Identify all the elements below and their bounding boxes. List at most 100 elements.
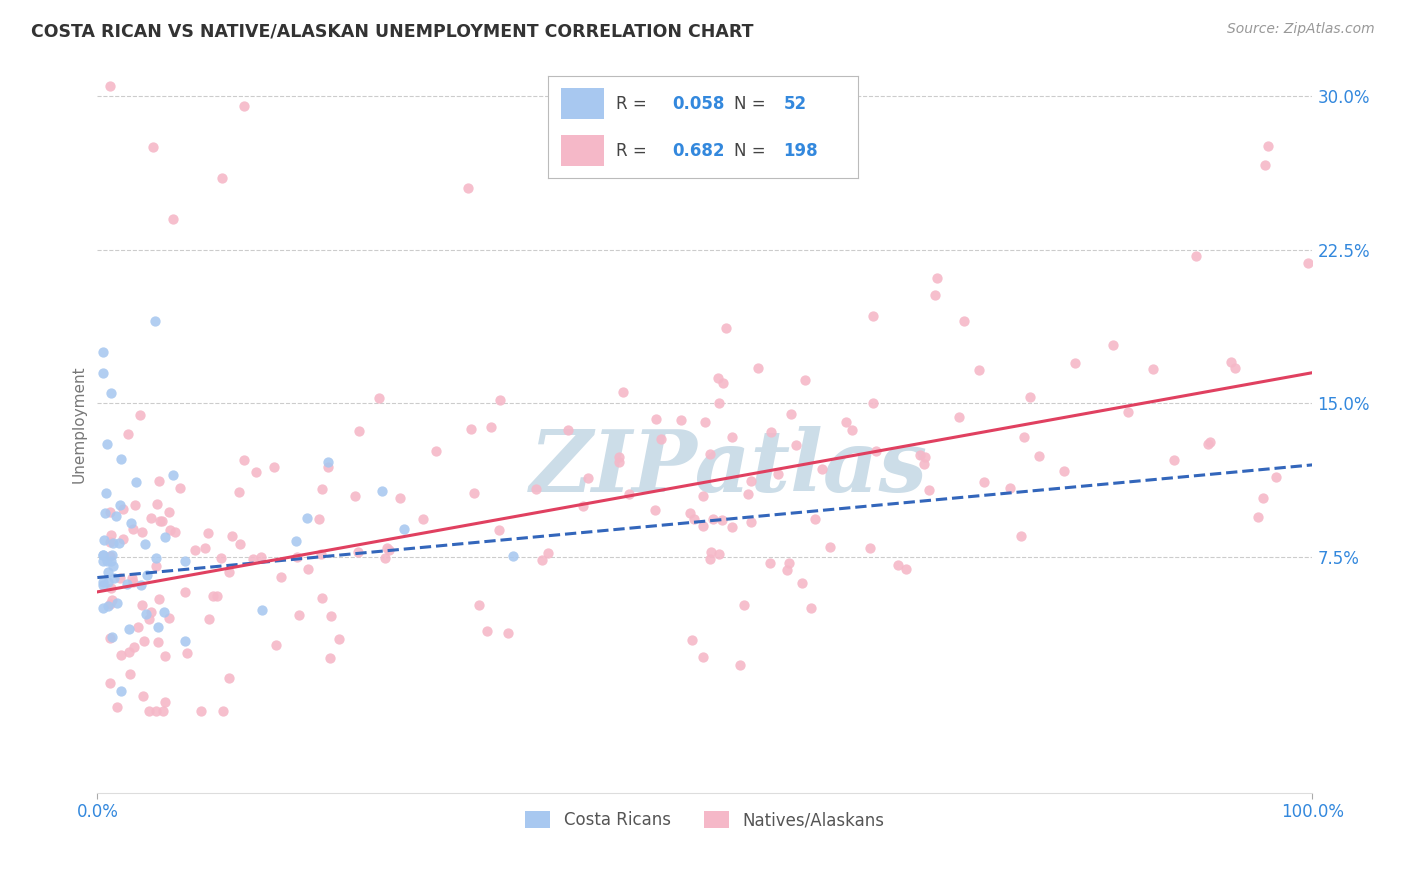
Point [153,648,176,663]
Point [948,410,970,425]
Point [148,474,170,488]
Point [211,171,233,186]
Point [122,523,145,537]
Point [138,704,160,718]
Point [127,620,149,634]
Point [100,592,122,607]
Point [270,570,292,584]
Point [198,612,221,626]
Point [221,529,243,543]
Point [835,415,858,429]
Point [93,548,115,562]
Point [692,518,714,533]
Point [308,512,330,526]
Point [319,609,342,624]
Point [101,548,124,562]
Point [973,475,995,489]
Point [93,366,115,380]
Point [859,541,882,555]
Point [721,520,744,534]
Point [108,536,131,550]
Point [1198,434,1220,449]
Point [502,549,524,563]
FancyBboxPatch shape [561,88,605,119]
Point [1251,491,1274,505]
Point [150,514,173,528]
Point [617,487,640,501]
Point [100,630,122,644]
Point [98,78,121,93]
Point [153,695,176,709]
Point [136,568,159,582]
Point [124,498,146,512]
Point [103,571,125,585]
Point [343,489,366,503]
Point [311,482,333,496]
Point [709,547,731,561]
Point [1010,529,1032,543]
Point [489,392,512,407]
Point [800,601,823,615]
Point [162,467,184,482]
Point [117,427,139,442]
Point [97,565,120,579]
Point [148,620,170,634]
Point [134,537,156,551]
Point [683,512,706,526]
Point [496,625,519,640]
Point [96,553,118,567]
Point [145,558,167,573]
Point [153,531,176,545]
Point [1247,510,1270,524]
Point [202,589,225,603]
Point [1184,249,1206,263]
Point [142,140,165,154]
Point [145,551,167,566]
Point [145,704,167,718]
Point [804,512,827,526]
Point [607,450,630,464]
Point [207,589,229,603]
Point [98,504,121,518]
Point [103,559,125,574]
Point [138,612,160,626]
Point [93,601,115,615]
Point [1254,158,1277,172]
Point [467,598,489,612]
Point [98,549,121,563]
Point [740,515,762,529]
Point [121,571,143,585]
Point [120,666,142,681]
Point [681,633,703,648]
Point [111,501,134,516]
Point [780,408,803,422]
Point [1102,338,1125,352]
Point [865,443,887,458]
Point [1163,453,1185,467]
Point [197,525,219,540]
Point [98,676,121,690]
Point [388,491,411,506]
Point [100,528,122,542]
Point [146,497,169,511]
Point [1019,390,1042,404]
Point [157,611,180,625]
Point [94,485,117,500]
Point [761,425,783,439]
Point [914,450,936,464]
Point [153,605,176,619]
Point [135,607,157,621]
Point [644,411,666,425]
Point [311,591,333,605]
Text: Source: ZipAtlas.com: Source: ZipAtlas.com [1227,22,1375,37]
Point [93,577,115,591]
Point [699,552,721,566]
Point [112,532,135,546]
Point [148,592,170,607]
Point [678,507,700,521]
Point [316,455,339,469]
Point [378,543,401,558]
Point [479,420,502,434]
Text: 198: 198 [783,142,818,160]
Point [612,384,634,399]
